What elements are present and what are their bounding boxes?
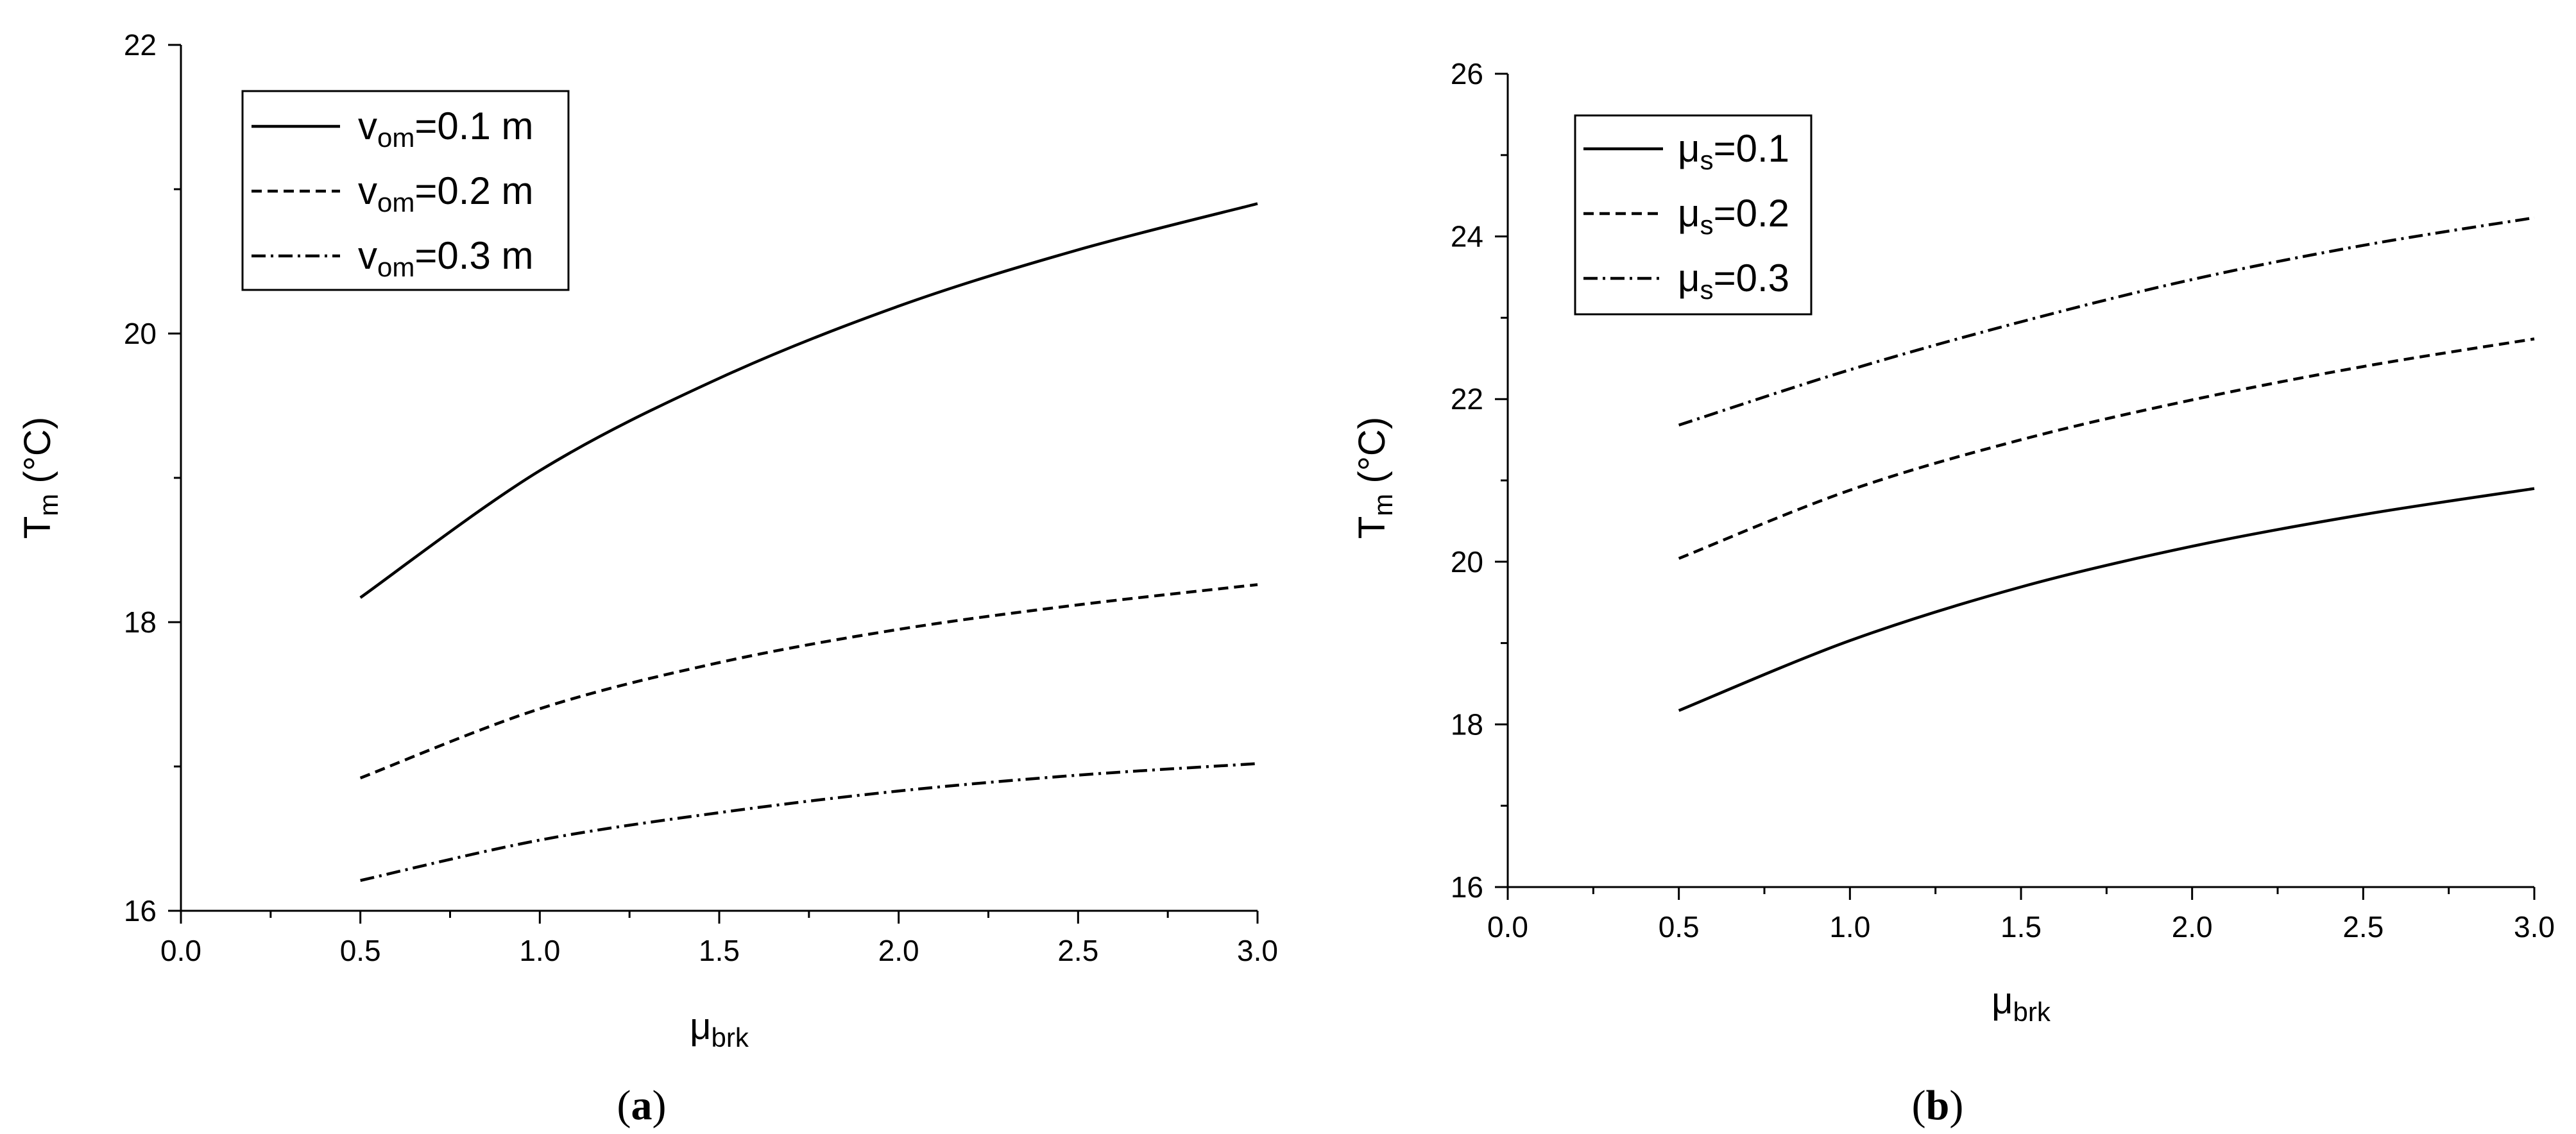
y-tick-label: 16 (1451, 870, 1483, 904)
legend-entry-2: μs=0.2 (1678, 192, 1789, 240)
y-tick-label: 26 (1451, 57, 1483, 90)
legend-entry-1: vom=0.1 m (358, 105, 533, 153)
y-tick-label: 22 (124, 28, 157, 62)
x-tick-label: 1.5 (2000, 910, 2042, 944)
y-tick-label: 20 (124, 317, 157, 350)
x-tick-label: 1.5 (699, 934, 740, 967)
x-tick-label: 0.5 (1659, 910, 1700, 944)
x-tick-label: 3.0 (1237, 934, 1278, 967)
panel-label: (a) (617, 1082, 667, 1129)
y-tick-label: 16 (124, 894, 157, 927)
chart-panel-a: 0.0 0.5 1.0 1.5 2.0 2.5 3.0 16 18 20 22 vom=0.1 m vo… (17, 28, 1278, 1129)
y-tick-label: 18 (1451, 707, 1483, 741)
legend-entry-1: μs=0.1 (1678, 127, 1789, 175)
legend-entry-3: vom=0.3 m (358, 234, 533, 282)
x-tick-label: 2.5 (1057, 934, 1098, 967)
x-axis-label: μbrk (1992, 980, 2051, 1027)
chart-panel-b: 0.0 0.5 1.0 1.5 2.0 2.5 3.0 16 18 20 22 24 26 μs=0.1 μ… (1351, 57, 2555, 1129)
x-tick-label: 1.0 (519, 934, 560, 967)
legend-entry-2: vom=0.2 m (358, 169, 533, 217)
legend-entry-3: μs=0.3 (1678, 257, 1789, 305)
x-tick-label: 3.0 (2514, 910, 2555, 944)
y-tick-label: 18 (124, 605, 157, 639)
series-line-1 (359, 202, 1258, 599)
series-line-3 (1678, 216, 2535, 427)
series-line-3 (360, 762, 1258, 882)
x-tick-label: 2.5 (2342, 910, 2384, 944)
y-tick-label: 24 (1451, 220, 1483, 253)
x-tick-label: 2.0 (878, 934, 919, 967)
series-line-1 (1678, 487, 2535, 712)
y-axis-label: Tm (°C) (1351, 417, 1398, 539)
y-tick-label: 20 (1451, 545, 1483, 579)
x-tick-label: 0.0 (160, 934, 201, 967)
x-tick-label: 0.5 (340, 934, 381, 967)
y-axis-label: Tm (°C) (17, 417, 64, 539)
y-tick-label: 22 (1451, 382, 1483, 416)
legend-box (241, 90, 570, 291)
panel-label: (b) (1912, 1082, 1964, 1129)
series-line-2 (1678, 337, 2535, 560)
series-line-2 (359, 583, 1258, 780)
x-tick-label: 1.0 (1829, 910, 1870, 944)
x-tick-label: 0.0 (1487, 910, 1528, 944)
x-tick-label: 2.0 (2172, 910, 2213, 944)
x-axis-label: μbrk (690, 1006, 749, 1053)
